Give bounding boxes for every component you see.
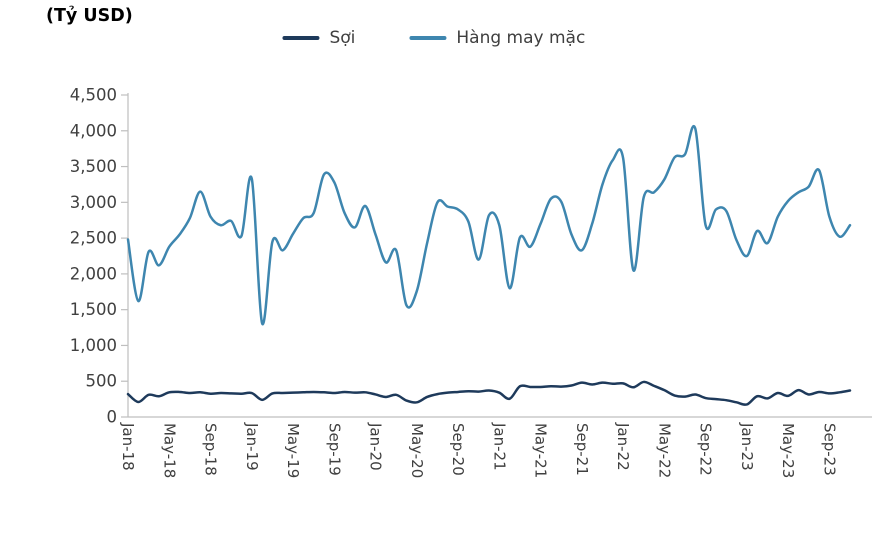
y-tick-label: 2,500 — [70, 229, 117, 248]
chart-legend: Sợi Hàng may mặc — [282, 26, 585, 50]
x-tick-label: May-22 — [655, 423, 673, 478]
x-tick-label: Jan-20 — [367, 422, 385, 471]
y-tick-label: 500 — [86, 372, 118, 391]
x-tick-label: May-21 — [532, 423, 550, 478]
x-tick-label: Sep-21 — [573, 423, 591, 476]
hang-may-mac-line-swatch — [409, 36, 447, 40]
x-tick-label: Sep-19 — [325, 423, 343, 476]
x-tick-label: Sep-22 — [697, 423, 715, 476]
x-tick-label: Jan-19 — [243, 422, 261, 471]
y-tick-label: 3,000 — [70, 193, 117, 212]
legend-item-soi: Sợi — [282, 28, 355, 48]
x-tick-label: Jan-18 — [119, 422, 137, 471]
x-tick-label: May-18 — [160, 423, 178, 478]
y-tick-label: 0 — [107, 408, 118, 427]
y-tick-label: 1,000 — [70, 336, 117, 355]
x-tick-label: May-20 — [408, 423, 426, 478]
x-tick-label: Jan-21 — [490, 422, 508, 471]
soi-line-swatch — [282, 36, 320, 40]
y-tick-label: 4,500 — [70, 86, 117, 105]
legend-label-soi: Sợi — [329, 28, 356, 48]
legend-item-hang-may-mac: Hàng may mặc — [409, 28, 585, 48]
soi-series-line — [126, 380, 852, 406]
x-tick-label: Sep-23 — [820, 423, 838, 476]
x-tick-label: Jan-22 — [614, 422, 632, 471]
y-tick-label: 3,500 — [70, 157, 117, 176]
chart-title: (Tỷ USD) — [46, 6, 133, 26]
x-tick-label: Jan-23 — [738, 422, 756, 471]
x-tick-label: Sep-18 — [202, 423, 220, 476]
x-tick-label: May-23 — [779, 423, 797, 478]
x-tick-label: Sep-20 — [449, 423, 467, 476]
x-tick-label: May-19 — [284, 423, 302, 478]
hang-may-mac-series-line — [126, 124, 852, 326]
y-tick-label: 2,000 — [70, 264, 117, 283]
legend-label-hang-may-mac: Hàng may mặc — [456, 28, 586, 48]
y-tick-label: 1,500 — [70, 300, 117, 319]
y-tick-label: 4,000 — [70, 121, 117, 140]
